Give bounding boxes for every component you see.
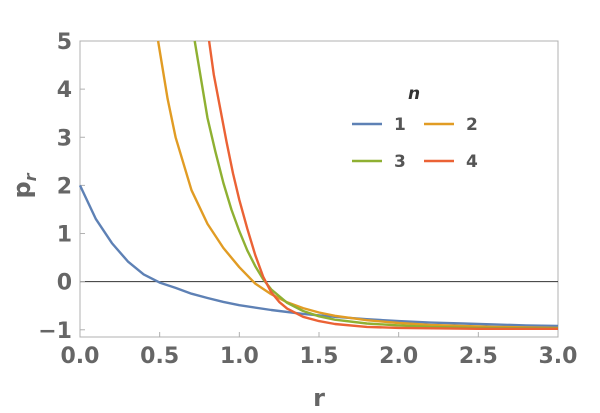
y-tick-label: 5 bbox=[57, 30, 72, 55]
series-line-n4 bbox=[207, 40, 558, 330]
series-lines bbox=[78, 40, 559, 330]
series-line-n3 bbox=[193, 40, 559, 330]
x-tick-label: 1.5 bbox=[300, 344, 339, 369]
series-line-n2 bbox=[156, 40, 559, 330]
legend-label-n3: 3 bbox=[394, 152, 406, 172]
x-axis-title: r bbox=[313, 384, 325, 412]
y-axis: −1 0 1 2 3 4 5 bbox=[38, 30, 85, 344]
y-axis-title-base: p bbox=[8, 181, 36, 198]
x-tick-label: 0.0 bbox=[61, 344, 100, 369]
series-line-n1 bbox=[78, 184, 559, 328]
y-axis-title-subscript: r bbox=[21, 172, 40, 181]
y-tick-label: −1 bbox=[38, 319, 72, 344]
y-tick-label: 2 bbox=[57, 174, 72, 199]
y-tick-label: 0 bbox=[57, 271, 72, 296]
legend-title: n bbox=[408, 84, 420, 104]
legend-label-n4: 4 bbox=[466, 152, 478, 172]
y-axis-title: pr bbox=[8, 172, 40, 198]
legend-label-n2: 2 bbox=[466, 115, 478, 135]
x-tick-label: 2.5 bbox=[459, 344, 498, 369]
y-tick-label: 1 bbox=[57, 223, 72, 248]
x-axis: 0.0 0.5 1.0 1.5 2.0 2.5 3.0 bbox=[61, 332, 578, 369]
y-tick-label: 3 bbox=[57, 126, 72, 151]
x-tick-label: 1.0 bbox=[220, 344, 259, 369]
x-tick-label: 2.0 bbox=[379, 344, 418, 369]
x-tick-label: 0.5 bbox=[140, 344, 179, 369]
y-tick-label: 4 bbox=[57, 78, 72, 103]
x-tick-label: 3.0 bbox=[539, 344, 578, 369]
plot-frame bbox=[79, 40, 559, 338]
legend: n 1 2 3 4 bbox=[352, 84, 478, 172]
legend-label-n1: 1 bbox=[394, 115, 406, 135]
